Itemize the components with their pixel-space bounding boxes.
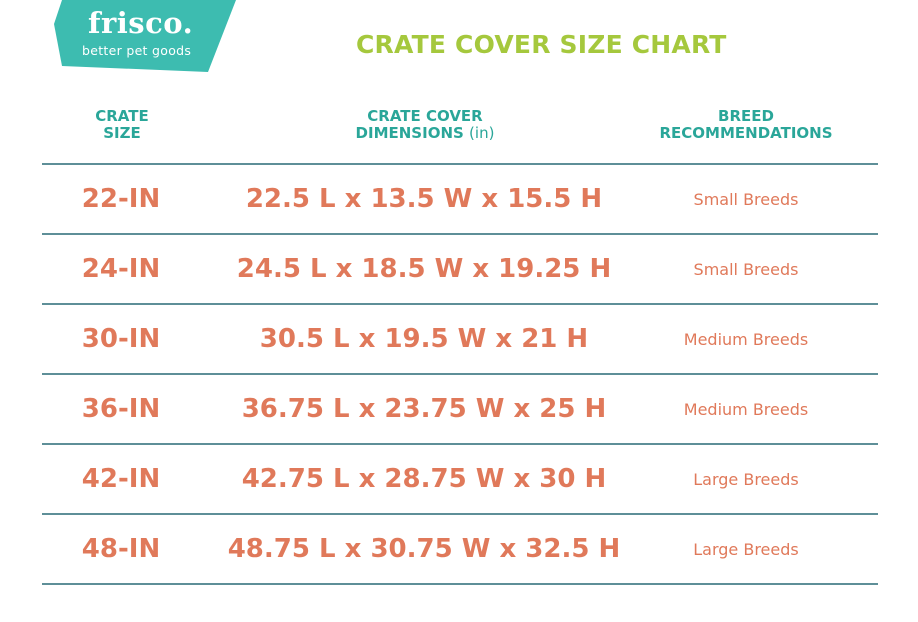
row-divider	[42, 163, 878, 165]
cell-breed: Small Breeds	[693, 189, 799, 209]
table-row: 36-IN 36.75 L x 23.75 W x 25 H Medium Br…	[42, 374, 878, 444]
row-divider	[42, 303, 878, 305]
row-divider	[42, 583, 878, 585]
table-row: 24-IN 24.5 L x 18.5 W x 19.25 H Small Br…	[42, 234, 878, 304]
frisco-logo: frisco. better pet goods	[48, 0, 238, 72]
row-divider	[42, 233, 878, 235]
header-dimensions-unit: (in)	[469, 124, 495, 142]
cell-dimensions: 22.5 L x 13.5 W x 15.5 H	[245, 184, 603, 214]
header-breed-label: BREED RECOMMENDATIONS	[659, 107, 833, 142]
row-divider	[42, 513, 878, 515]
cell-breed: Large Breeds	[693, 469, 799, 489]
table-row: 30-IN 30.5 L x 19.5 W x 21 H Medium Bree…	[42, 304, 878, 374]
page-title: CRATE COVER SIZE CHART	[356, 30, 727, 59]
logo-tagline: better pet goods	[82, 43, 192, 58]
cell-breed: Small Breeds	[693, 259, 799, 279]
cell-breed: Medium Breeds	[683, 329, 809, 349]
header-dimensions-label: CRATE COVER DIMENSIONS	[355, 107, 483, 142]
logo-brand: frisco.	[88, 6, 194, 40]
table-row: 48-IN 48.75 L x 30.75 W x 32.5 H Large B…	[42, 514, 878, 584]
table-row: 22-IN 22.5 L x 13.5 W x 15.5 H Small Bre…	[42, 164, 878, 234]
cell-crate-size: 42-IN	[81, 464, 161, 494]
cell-crate-size: 48-IN	[81, 534, 161, 564]
header-dimensions: CRATE COVER DIMENSIONS (in)	[330, 108, 520, 142]
table-row: 42-IN 42.75 L x 28.75 W x 30 H Large Bre…	[42, 444, 878, 514]
header-crate-size: CRATE SIZE	[80, 108, 164, 142]
cell-crate-size: 22-IN	[81, 184, 161, 214]
cell-dimensions: 42.75 L x 28.75 W x 30 H	[241, 464, 607, 494]
cell-breed: Medium Breeds	[683, 399, 809, 419]
cell-crate-size: 30-IN	[81, 324, 161, 354]
header-crate-size-label: CRATE SIZE	[95, 107, 149, 142]
cell-dimensions: 48.75 L x 30.75 W x 32.5 H	[227, 534, 621, 564]
cell-dimensions: 24.5 L x 18.5 W x 19.25 H	[236, 254, 612, 284]
cell-dimensions: 36.75 L x 23.75 W x 25 H	[241, 394, 607, 424]
cell-breed: Large Breeds	[693, 539, 799, 559]
header-breed: BREED RECOMMENDATIONS	[640, 108, 852, 142]
cell-crate-size: 24-IN	[81, 254, 161, 284]
cell-dimensions: 30.5 L x 19.5 W x 21 H	[259, 324, 589, 354]
cell-crate-size: 36-IN	[81, 394, 161, 424]
row-divider	[42, 373, 878, 375]
logo-badge-shape	[54, 0, 236, 72]
row-divider	[42, 443, 878, 445]
